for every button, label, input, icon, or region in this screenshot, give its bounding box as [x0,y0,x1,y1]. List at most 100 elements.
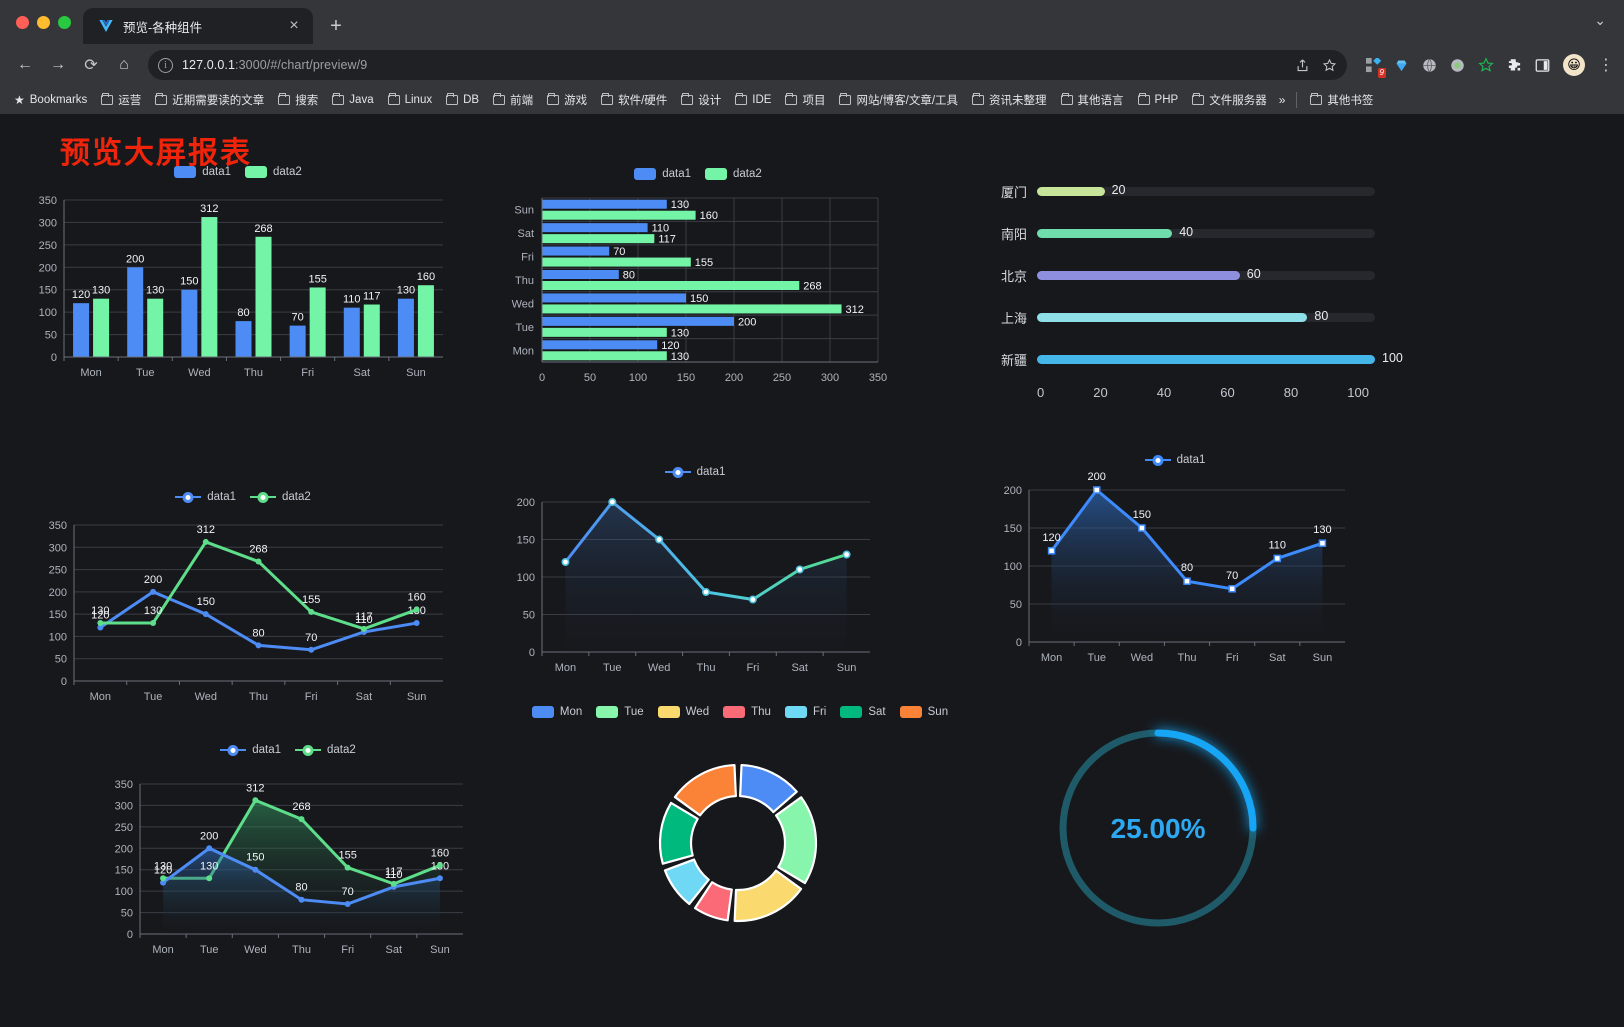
data-point[interactable] [255,642,262,649]
bar[interactable] [542,223,648,233]
pie-slice[interactable] [693,881,733,922]
progress-bar-row[interactable]: 厦门 20 [985,182,1375,201]
bookmarks-overflow-button[interactable]: » [1278,93,1286,107]
home-button[interactable]: ⌂ [119,56,129,73]
data-point[interactable] [413,606,420,613]
bar[interactable] [181,289,198,357]
progress-bar-row[interactable]: 北京 60 [985,266,1375,285]
bar[interactable] [542,270,619,279]
bookmark-folder[interactable]: PHP [1132,91,1185,109]
legend-item[interactable]: data1 [664,466,725,478]
avatar[interactable]: 😀 [1563,54,1585,76]
bookmark-folder[interactable]: Java [326,91,379,109]
bar[interactable] [542,199,667,209]
data-point[interactable] [1138,524,1146,532]
data-point[interactable] [97,620,104,627]
data-point[interactable] [795,565,804,574]
bar[interactable] [542,234,655,244]
legend-item[interactable]: data1 [220,744,281,756]
data-point[interactable] [1318,539,1327,547]
data-point[interactable] [202,611,209,618]
bookmark-folder[interactable]: IDE [729,91,777,109]
area-two-series-chart[interactable]: 0 50 100 150 200 250 300 350 Mon Tue Wed Thu Fri Sat S… [88,762,488,990]
data-point[interactable] [298,896,305,903]
bookmark-folder[interactable]: 其他语言 [1055,89,1130,111]
legend-item[interactable]: data2 [250,491,311,503]
data-point[interactable] [344,901,351,907]
circle-icon[interactable] [1450,58,1465,73]
bookmark-folder[interactable]: 文件服务器 [1186,89,1273,111]
data-point[interactable] [360,625,367,632]
progress-bar-row[interactable]: 上海 80 [985,308,1375,327]
progress-bar-track[interactable]: 20 [1037,183,1375,197]
bar[interactable] [542,246,610,256]
data-point[interactable] [842,550,851,559]
bookmark-folder[interactable]: DB [440,91,485,109]
site-info-icon[interactable]: i [158,57,173,73]
bar[interactable] [542,304,842,314]
bar[interactable] [542,327,667,337]
data-point[interactable] [390,880,397,887]
legend-item[interactable]: Mon [531,706,582,718]
progress-bar-track[interactable]: 80 [1037,309,1375,323]
data-point[interactable] [298,816,305,823]
forward-button[interactable]: → [50,56,66,73]
side-panel-icon[interactable] [1535,58,1550,73]
bookmark-folder[interactable]: 运营 [95,89,147,111]
bookmark-folder[interactable]: 资讯未整理 [966,89,1053,111]
data-point[interactable] [1092,486,1101,494]
legend-item[interactable]: data2 [705,168,762,180]
data-point[interactable] [206,875,213,882]
data-point[interactable] [702,588,711,597]
legend-item[interactable]: data1 [1144,454,1205,466]
bar[interactable] [201,217,218,357]
browser-menu-button[interactable]: ⋮ [1598,57,1614,74]
pie-slice[interactable] [774,796,818,885]
data-point[interactable] [344,864,351,871]
share-icon[interactable] [1295,58,1310,73]
gauge-progress-arc[interactable] [1059,729,1257,927]
data-point[interactable] [97,624,104,631]
data-point[interactable] [202,538,209,545]
bar[interactable] [127,267,144,357]
legend-item[interactable]: Tue [596,706,644,718]
data-point[interactable] [150,588,157,595]
bar[interactable] [289,325,306,357]
bookmark-folder[interactable]: 游戏 [541,89,593,111]
chevron-down-icon[interactable]: ⌄ [1594,12,1606,28]
legend-item[interactable]: Sun [899,706,948,718]
legend-item[interactable]: data1 [175,491,236,503]
maximize-window-button[interactable] [58,15,71,29]
bar[interactable] [542,210,696,220]
bar[interactable] [309,287,326,357]
legend-item[interactable]: Fri [784,706,826,718]
minimize-window-button[interactable] [37,15,50,29]
globe-icon[interactable] [1422,58,1437,73]
bookmark-folder[interactable]: 网站/博客/文章/工具 [833,89,964,111]
pie-slice[interactable] [739,763,798,814]
bar[interactable] [542,316,734,326]
data-point[interactable] [436,862,443,869]
pie-slice[interactable] [658,801,699,865]
other-bookmarks-item[interactable]: 其他书签 [1304,89,1379,111]
bar[interactable] [363,304,380,357]
progress-bar-track[interactable]: 100 [1037,351,1403,365]
data-point[interactable] [308,646,315,653]
bar[interactable] [542,257,691,267]
bookmark-star-icon[interactable] [1322,58,1337,73]
data-point[interactable] [255,558,262,565]
bar[interactable] [542,293,686,303]
line-two-series-chart[interactable]: 0 50 100 150 200 250 300 350 Mon Tue Wed Thu Fri Sat S… [28,509,458,734]
diamond-icon[interactable] [1394,58,1409,73]
puzzle-icon[interactable] [1507,58,1522,73]
legend-item[interactable]: data2 [295,744,356,756]
bar[interactable] [93,298,110,357]
data-point[interactable] [655,535,664,544]
bookmark-folder[interactable]: Linux [382,91,439,109]
data-point[interactable] [413,620,420,627]
data-point[interactable] [748,595,757,604]
data-point[interactable] [1047,547,1056,555]
bookmark-folder[interactable]: 前端 [487,89,539,111]
bookmark-folder[interactable]: 项目 [779,89,831,111]
